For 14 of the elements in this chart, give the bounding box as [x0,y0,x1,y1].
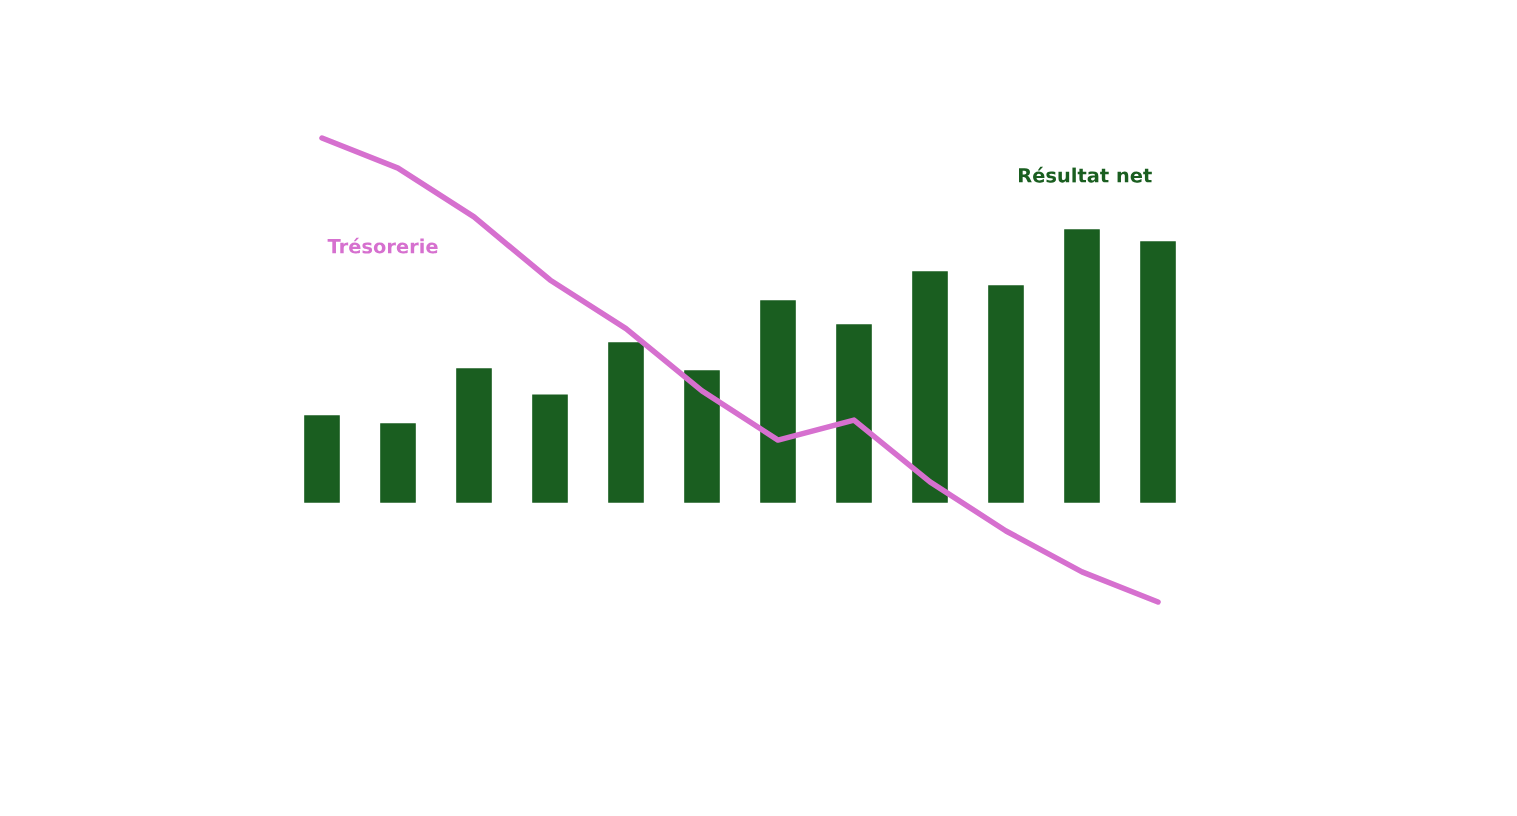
bar [836,324,872,503]
bar [988,285,1024,503]
text: Résultat net [1019,166,1152,183]
series-label: Trésorerie [327,237,438,254]
bar [1064,229,1100,503]
bar [912,271,948,503]
bar [760,300,796,503]
bar [608,342,644,503]
bar [304,415,340,503]
bar [684,370,720,503]
bar [1140,241,1176,503]
bar [456,368,492,503]
bar [532,394,568,503]
bar [380,423,416,503]
